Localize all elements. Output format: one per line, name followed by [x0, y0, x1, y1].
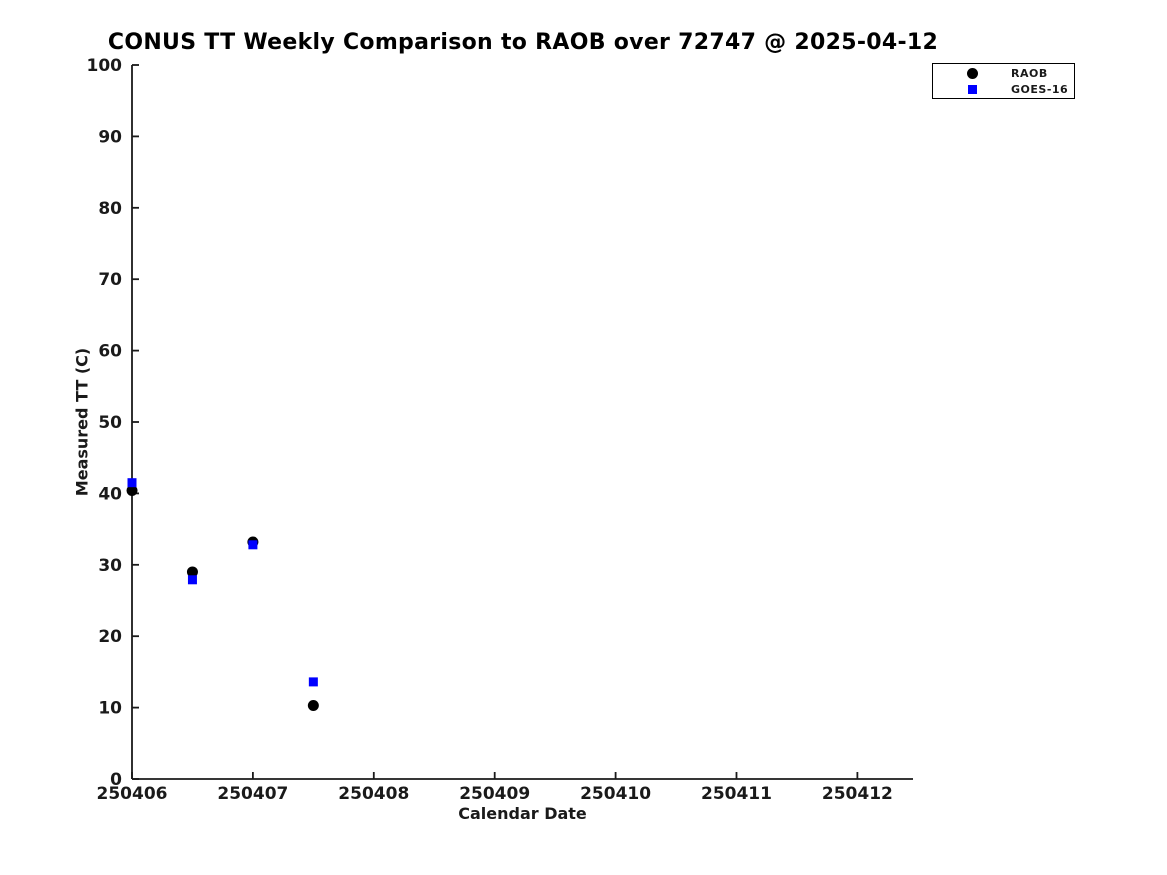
y-tick-label: 80	[98, 199, 122, 219]
y-tick-label: 70	[98, 270, 122, 290]
data-point-goes-16	[308, 677, 318, 687]
x-tick-label: 250411	[701, 784, 772, 804]
y-tick-label: 30	[98, 556, 122, 576]
x-tick-label: 250406	[97, 784, 168, 804]
y-tick-label: 20	[98, 627, 122, 647]
legend-label-raob: RAOB	[1011, 66, 1048, 80]
x-tick-label: 250408	[338, 784, 409, 804]
legend-label-goes-16: GOES-16	[1011, 82, 1069, 96]
legend: RAOB GOES-16	[932, 63, 1075, 99]
x-axis-label: Calendar Date	[458, 804, 587, 823]
y-tick-label: 0	[110, 770, 122, 790]
y-tick-label: 90	[98, 127, 122, 147]
data-point-raob	[126, 485, 138, 497]
y-axis-label: Measured TT (C)	[72, 347, 92, 497]
data-point-goes-16	[248, 540, 258, 550]
x-tick-label: 250410	[580, 784, 651, 804]
legend-marker-cell	[933, 84, 1011, 94]
data-point-raob	[307, 699, 319, 711]
x-tick-label: 250412	[822, 784, 893, 804]
y-tick-label: 60	[98, 342, 122, 362]
data-point-goes-16	[187, 575, 197, 585]
raob-circle-icon	[966, 67, 978, 79]
legend-item-raob: RAOB	[933, 66, 1074, 80]
goes-16-square-icon	[967, 84, 977, 94]
x-tick-label: 250409	[459, 784, 530, 804]
data-point-raob	[186, 566, 198, 578]
x-tick-label: 250407	[217, 784, 288, 804]
data-point-goes-16	[127, 478, 137, 488]
legend-item-goes-16: GOES-16	[933, 82, 1074, 96]
chart-title: CONUS TT Weekly Comparison to RAOB over …	[107, 30, 939, 55]
y-tick-label: 40	[98, 484, 122, 504]
y-tick-label: 100	[87, 56, 123, 76]
y-tick-label: 50	[98, 413, 122, 433]
legend-marker-cell	[933, 67, 1011, 79]
y-tick-label: 10	[98, 699, 122, 719]
